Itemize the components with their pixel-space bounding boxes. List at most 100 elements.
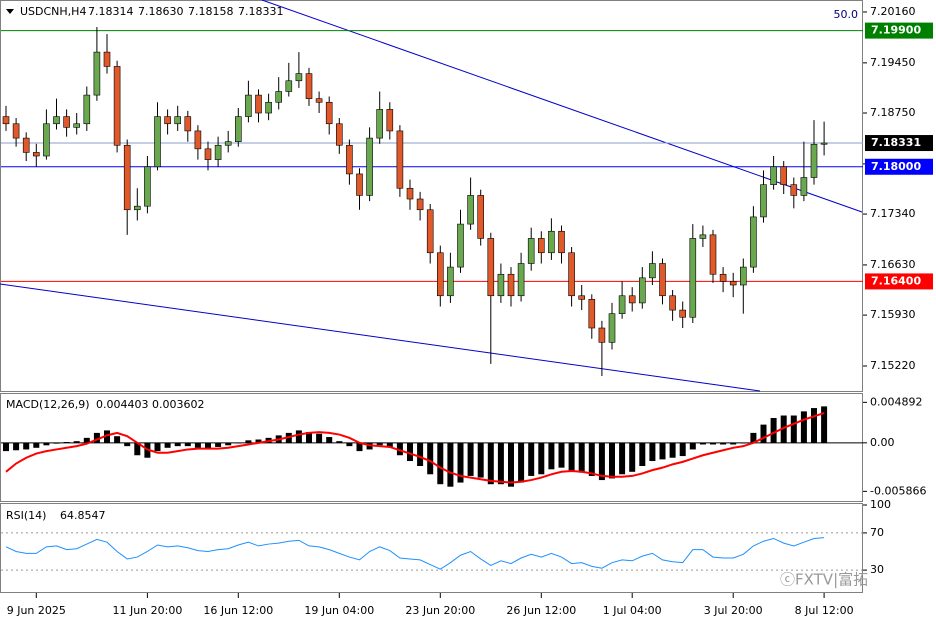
- macd-bar: [73, 441, 80, 443]
- candle-body: [679, 309, 687, 318]
- candle-body: [295, 73, 303, 82]
- x-tick-label: 26 Jun 12:00: [506, 604, 576, 617]
- candle-body: [174, 116, 181, 125]
- candle-body: [568, 252, 575, 297]
- macd-bar: [427, 442, 434, 475]
- macd-bar: [821, 406, 828, 443]
- y-tick-label: 0.004892: [870, 395, 923, 408]
- y-tick-label: 7.16630: [870, 258, 916, 271]
- y-tick-label: 70: [870, 526, 884, 539]
- macd-bar: [619, 442, 626, 475]
- candle-body: [376, 109, 384, 139]
- level-box: [865, 158, 933, 175]
- macd-bar: [720, 442, 727, 445]
- macd-bar: [800, 411, 807, 443]
- signal-line: [5, 412, 825, 484]
- candle-body: [63, 116, 70, 128]
- candle-body: [659, 263, 666, 297]
- quote: 7.18630: [138, 5, 184, 18]
- candle-body: [820, 142, 828, 145]
- candle-body: [356, 173, 363, 196]
- macd-bar: [669, 442, 676, 458]
- watermark: ⓒFXTV|富拓: [780, 571, 868, 589]
- price-panel: [0, 0, 863, 392]
- macd-bar: [174, 442, 181, 447]
- candle-body: [517, 263, 525, 297]
- macd-bar: [699, 442, 706, 445]
- macd-bar: [3, 442, 9, 452]
- macd-value: 0.004403: [96, 398, 149, 411]
- macd-bar: [598, 442, 605, 481]
- macd-bar: [33, 442, 40, 448]
- candle-body: [497, 273, 505, 297]
- macd-bar: [356, 442, 363, 452]
- macd-bar: [790, 415, 797, 443]
- level-label: 7.18000: [871, 160, 921, 173]
- y-tick-label: 7.15930: [870, 308, 916, 321]
- macd-bar: [629, 442, 636, 472]
- macd-bar: [477, 442, 484, 478]
- y-tick-label: -0.005866: [870, 484, 926, 497]
- x-tick-label: 1 Jul 04:00: [603, 604, 662, 617]
- macd-bar: [679, 442, 686, 457]
- candle-body: [134, 205, 141, 211]
- macd-bar: [255, 439, 262, 443]
- macd-bar: [518, 442, 525, 483]
- macd-bar: [811, 408, 817, 443]
- candle-body: [447, 266, 454, 297]
- candle-body: [810, 143, 818, 178]
- corner-label: 50.0: [834, 8, 859, 21]
- candle-body: [315, 98, 323, 103]
- candle-body: [790, 184, 798, 196]
- y-tick-label: 30: [870, 563, 884, 576]
- rsi-value: 64.8547: [60, 509, 106, 522]
- rsi-title: RSI(14): [6, 509, 46, 522]
- candle-body: [396, 130, 404, 189]
- macd-bar: [93, 432, 100, 443]
- candle-body: [22, 137, 30, 153]
- candle-body: [608, 313, 616, 343]
- y-tick-label: 7.19450: [870, 56, 916, 69]
- y-tick-label: 100: [870, 498, 891, 511]
- candle-body: [12, 123, 20, 139]
- macd-bar: [235, 442, 242, 444]
- candle-body: [578, 295, 586, 300]
- candle-body: [123, 144, 131, 211]
- macd-bar: [104, 430, 110, 443]
- signal-value: 0.003602: [152, 398, 205, 411]
- candle-body: [154, 116, 161, 168]
- trend-line: [0, 283, 761, 392]
- candle-body: [729, 281, 737, 286]
- macd-bar: [447, 442, 454, 487]
- candle-body: [43, 123, 50, 157]
- candle-body: [618, 295, 626, 314]
- quote: 7.18314: [88, 5, 134, 18]
- macd-bar: [184, 442, 191, 447]
- menu-arrow[interactable]: [6, 9, 14, 14]
- macd-bar: [326, 437, 333, 443]
- macd-bar: [316, 433, 323, 443]
- candle-body: [739, 266, 747, 286]
- macd-title: MACD(12,26,9): [6, 398, 90, 411]
- macd-bar: [730, 442, 737, 445]
- candle-body: [709, 234, 717, 275]
- y-tick-label: 0.00: [870, 436, 895, 449]
- macd-bar: [407, 442, 413, 462]
- rsi-panel: [0, 503, 863, 593]
- candle-body: [83, 94, 91, 125]
- candle-body: [628, 295, 636, 304]
- level-box: [865, 135, 933, 152]
- candle-body: [366, 137, 373, 196]
- candle-body: [770, 166, 777, 185]
- candle-body: [699, 234, 707, 239]
- candle-body: [32, 152, 40, 157]
- candle-body: [760, 184, 767, 218]
- macd-bar: [417, 442, 424, 466]
- trend-line: [261, 0, 863, 213]
- macd-bar: [649, 442, 656, 462]
- candle-body: [245, 94, 252, 117]
- candle-body: [255, 94, 262, 114]
- candle-body: [346, 144, 353, 175]
